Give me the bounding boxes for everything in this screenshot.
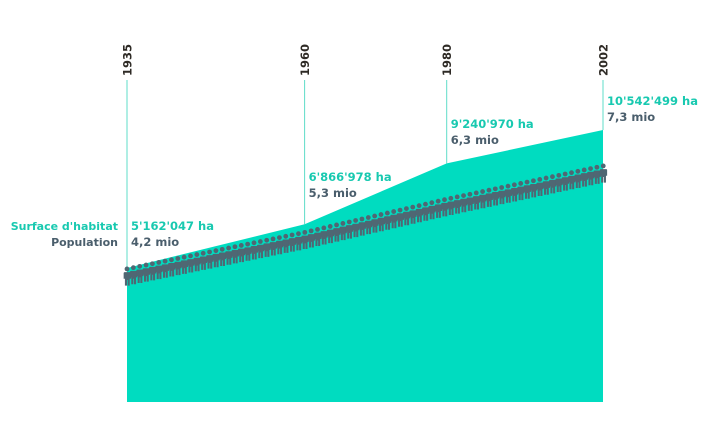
year-labels: 1935 1960 1980 2002 xyxy=(121,44,611,76)
year-label-2002: 2002 xyxy=(597,44,611,76)
legend-population-label: Population xyxy=(51,236,118,249)
area-value-label-2002: 10'542'499 ha xyxy=(607,94,698,108)
area-value-label-1980: 9'240'970 ha xyxy=(451,117,534,131)
population-value-label-1935: 4,2 mio xyxy=(131,235,179,249)
year-label-1980: 1980 xyxy=(440,44,454,76)
area-value-label-1960: 6'866'978 ha xyxy=(309,170,392,184)
population-value-label-1980: 6,3 mio xyxy=(451,133,499,147)
area-value-label-1935: 5'162'047 ha xyxy=(131,219,214,233)
year-label-1960: 1960 xyxy=(298,44,312,76)
value-labels: 5'162'047 ha 4,2 mio 6'866'978 ha 5,3 mio 9'… xyxy=(131,94,698,249)
year-lines xyxy=(126,80,604,268)
year-label-1935: 1935 xyxy=(121,44,135,76)
population-value-label-1960: 5,3 mio xyxy=(309,186,357,200)
population-value-label-2002: 7,3 mio xyxy=(607,110,655,124)
legend-area-label: Surface d'habitat xyxy=(11,220,118,233)
